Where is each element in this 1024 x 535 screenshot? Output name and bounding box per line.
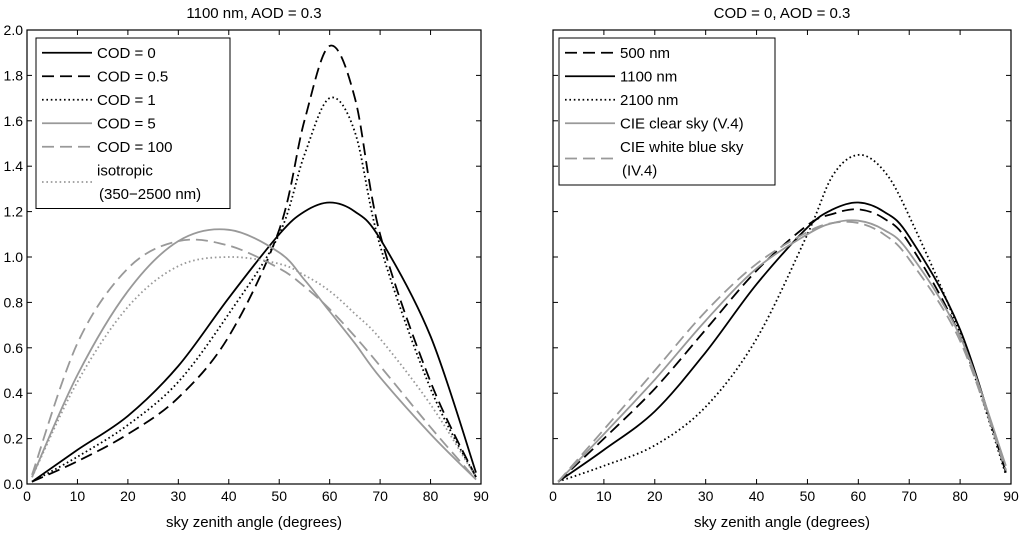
legend: COD = 0 COD = 0.5 COD = 1 COD = 5 COD = 100 i… <box>35 37 231 209</box>
legend-label: COD = 100 <box>97 139 172 156</box>
x-axis-label: sky zenith angle (degrees) <box>694 514 870 531</box>
legend-label: COD = 1 <box>97 92 156 109</box>
series-line-4 <box>557 220 1007 483</box>
x-axis-label: sky zenith angle (degrees) <box>166 514 342 531</box>
legend-label: 500 nm <box>620 45 670 62</box>
x-tick-label: 90 <box>473 488 489 504</box>
x-tick-label: 80 <box>423 488 439 504</box>
legend-label: 1100 nm <box>620 69 677 86</box>
series-group <box>31 44 477 483</box>
series-line-3 <box>31 228 477 481</box>
y-tick-label: 1.8 <box>4 67 24 83</box>
series-line-2 <box>557 153 1007 483</box>
x-tick-label: 30 <box>698 488 714 504</box>
y-tick-label: 1.2 <box>4 204 24 220</box>
series-line-0 <box>557 208 1007 483</box>
x-tick-label: 70 <box>372 488 388 504</box>
right-chart-panel: COD = 0, AOD = 0.3 0 10 20 30 40 50 60 70 80 90 sky… <box>549 5 1019 531</box>
x-tick-label: 50 <box>800 488 816 504</box>
y-tick-label: 1.0 <box>4 249 24 265</box>
y-tick-label: 1.4 <box>4 158 24 174</box>
x-tick-label: 80 <box>952 488 968 504</box>
x-tick-label: 60 <box>322 488 338 504</box>
x-tick-label: 0 <box>549 488 557 504</box>
x-tick-label: 70 <box>901 488 917 504</box>
series-line-1 <box>557 201 1007 483</box>
x-tick-label: 20 <box>120 488 136 504</box>
series-line-0 <box>31 201 477 483</box>
legend-label: COD = 5 <box>97 116 156 133</box>
legend-label: COD = 0 <box>97 45 156 62</box>
y-tick-label: 2.0 <box>4 22 24 38</box>
x-tick-label: 0 <box>23 488 31 504</box>
chart-title: COD = 0, AOD = 0.3 <box>714 5 851 22</box>
legend-label: CIE white blue sky <box>620 139 744 156</box>
legend-label: COD = 0.5 <box>97 69 168 86</box>
y-tick-label: 0.0 <box>4 476 24 492</box>
x-tick-label: 90 <box>1003 488 1019 504</box>
legend-label: (350−2500 nm) <box>99 186 201 203</box>
legend: 500 nm 1100 nm 2100 nm CIE clear sky (V.4) C… <box>558 37 776 186</box>
legend-label: 2100 nm <box>620 92 678 109</box>
left-chart-panel: 1100 nm, AOD = 0.3 0 10 20 30 40 50 60 70 80 90 0.0… <box>4 5 489 531</box>
legend-box <box>558 37 776 186</box>
legend-label: isotropic <box>97 163 153 180</box>
x-tick-label: 30 <box>171 488 187 504</box>
y-tick-label: 0.8 <box>4 294 24 310</box>
y-tick-label: 0.2 <box>4 431 24 447</box>
x-tick-label: 60 <box>851 488 867 504</box>
series-line-3 <box>557 219 1007 483</box>
chart-title: 1100 nm, AOD = 0.3 <box>186 5 321 22</box>
legend-label: (IV.4) <box>622 163 657 180</box>
y-tick-label: 0.4 <box>4 385 24 401</box>
y-tick-label: 0.6 <box>4 340 24 356</box>
x-tick-label: 10 <box>596 488 612 504</box>
legend-label: CIE clear sky (V.4) <box>620 116 744 133</box>
series-line-1 <box>31 44 477 483</box>
x-tick-label: 10 <box>70 488 86 504</box>
x-tick-label: 40 <box>221 488 237 504</box>
series-line-4 <box>31 238 477 481</box>
x-tick-label: 50 <box>271 488 287 504</box>
y-tick-label: 1.6 <box>4 113 24 129</box>
x-tick-label: 40 <box>749 488 765 504</box>
x-tick-label: 20 <box>647 488 663 504</box>
series-group <box>557 153 1007 483</box>
